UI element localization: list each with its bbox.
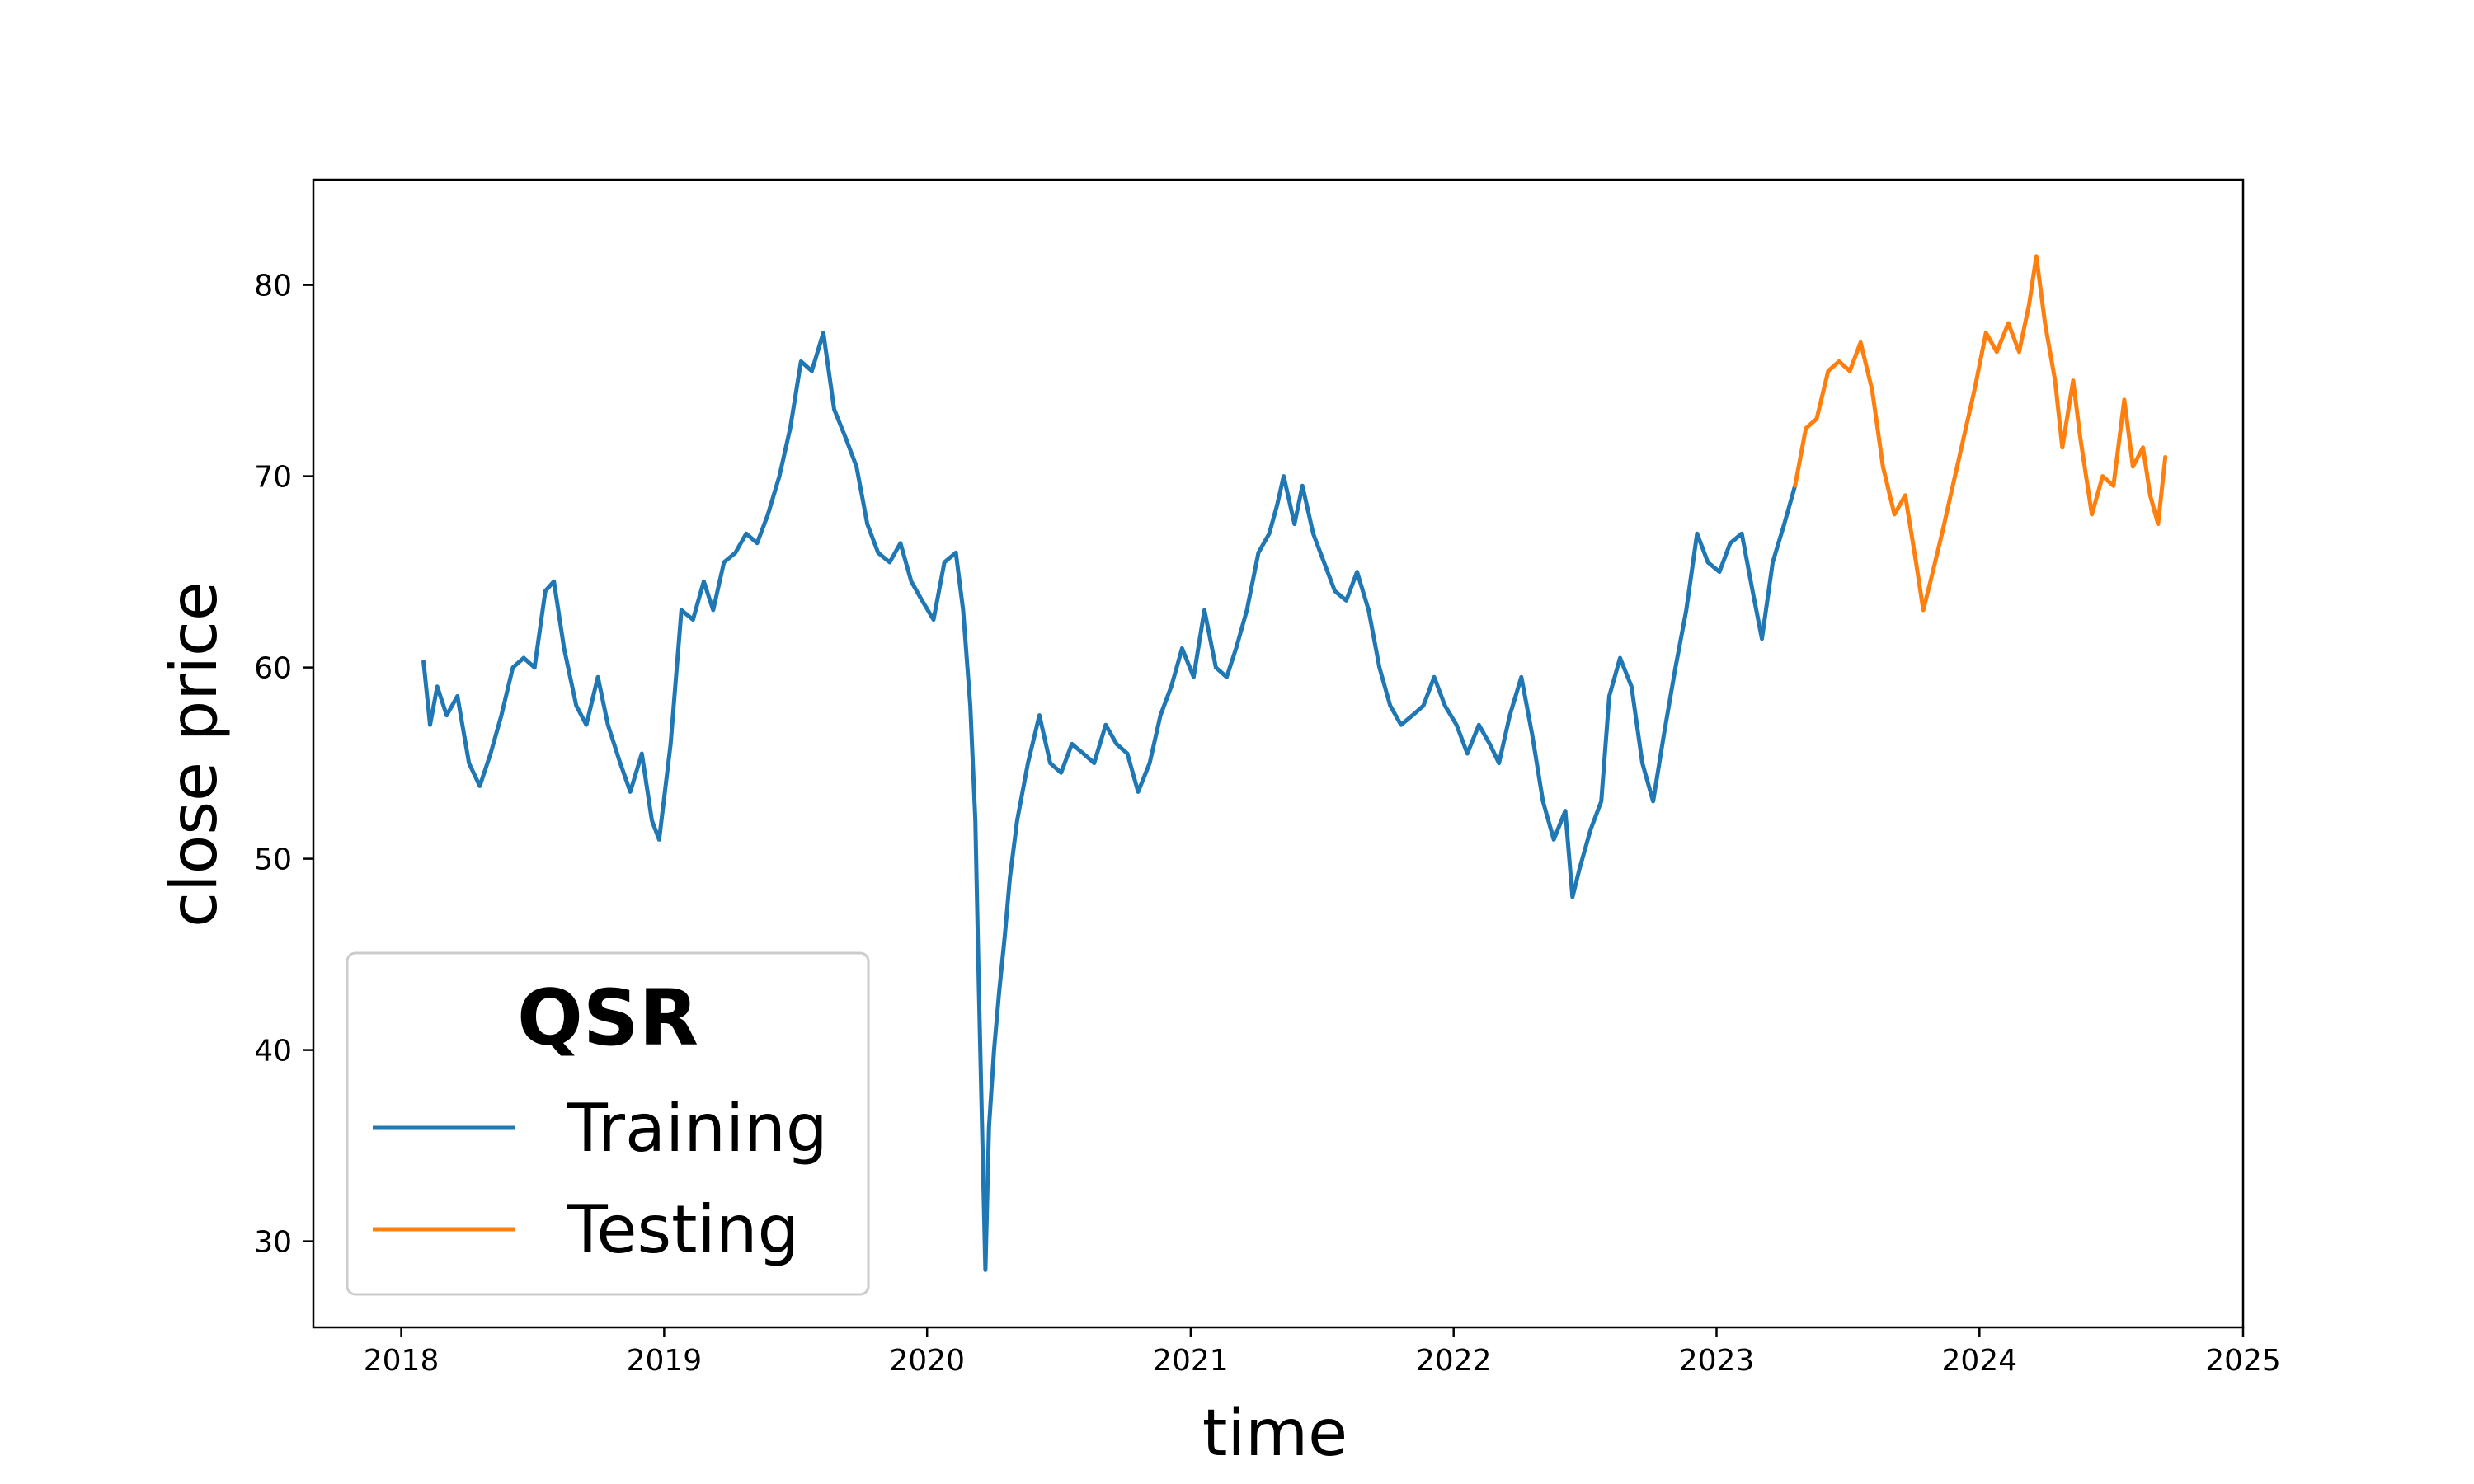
y-tick-label: 40 bbox=[254, 1035, 292, 1068]
x-tick-label: 2024 bbox=[1942, 1344, 2018, 1378]
y-tick-label: 70 bbox=[254, 461, 292, 495]
x-tick-label: 2019 bbox=[627, 1344, 703, 1378]
y-axis: 30 40 50 60 70 80 bbox=[254, 270, 313, 1260]
x-tick-label: 2022 bbox=[1416, 1344, 1492, 1378]
legend-label-testing: Testing bbox=[567, 1191, 799, 1268]
x-axis-title: time bbox=[1202, 1397, 1348, 1471]
y-axis-title: close price bbox=[158, 581, 232, 928]
x-tick-label: 2023 bbox=[1679, 1344, 1755, 1378]
legend-title: QSR bbox=[517, 974, 698, 1064]
y-tick-label: 50 bbox=[254, 843, 292, 877]
x-tick-label: 2018 bbox=[364, 1344, 440, 1378]
x-tick-label: 2020 bbox=[889, 1344, 965, 1378]
legend: QSR Training Testing bbox=[346, 951, 870, 1296]
series-line-training bbox=[421, 331, 1798, 1272]
plot-frame bbox=[312, 178, 2245, 1329]
x-tick-label: 2025 bbox=[2205, 1344, 2281, 1378]
legend-label-training: Training bbox=[567, 1090, 828, 1167]
series-layer bbox=[421, 254, 2168, 1272]
y-tick-label: 80 bbox=[254, 270, 292, 303]
legend-box bbox=[346, 951, 870, 1296]
x-axis: 2018 2019 2020 2021 2022 2023 2024 2025 bbox=[364, 1327, 2281, 1378]
y-tick-label: 30 bbox=[254, 1226, 292, 1260]
x-tick-label: 2021 bbox=[1153, 1344, 1229, 1378]
y-tick-label: 60 bbox=[254, 652, 292, 686]
series-line-testing bbox=[1793, 254, 2168, 613]
